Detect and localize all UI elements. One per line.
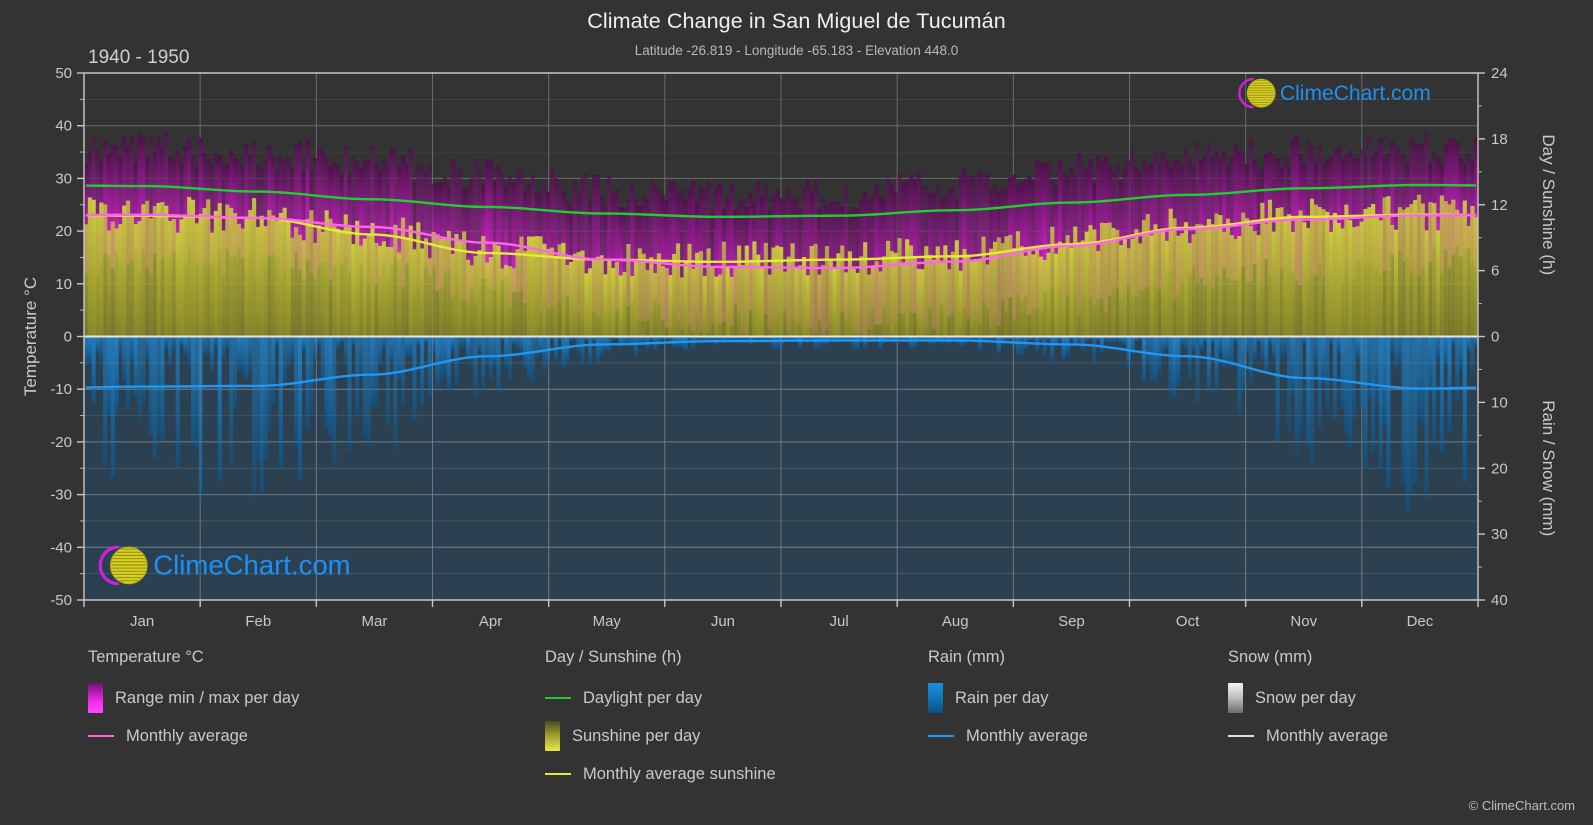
legend-line-icon bbox=[545, 773, 571, 775]
climechart-watermark: ClimeChart.com bbox=[98, 545, 351, 586]
x-axis-tick-jan: Jan bbox=[130, 613, 154, 630]
climechart-watermark: ClimeChart.com bbox=[1238, 77, 1431, 109]
logo-sphere-icon bbox=[109, 546, 148, 585]
legend-line-icon bbox=[88, 735, 114, 737]
legend-item[interactable]: Monthly average bbox=[928, 717, 1218, 755]
legend-column-snow-mm: Snow (mm) Snow per day Monthly average bbox=[1228, 648, 1528, 755]
legend-item-label: Range min / max per day bbox=[115, 688, 300, 707]
x-axis-tick-aug: Aug bbox=[942, 613, 969, 630]
right-bottom-axis-title: Rain / Snow (mm) bbox=[1539, 400, 1558, 536]
sunshine-bars bbox=[84, 194, 1479, 337]
right-bottom-axis-tick: 20 bbox=[1491, 460, 1508, 477]
legend-heading: Snow (mm) bbox=[1228, 648, 1313, 666]
legend-item[interactable]: Monthly average bbox=[88, 717, 528, 755]
sunshine-average-line bbox=[85, 213, 1477, 264]
legend-item-label: Monthly average sunshine bbox=[583, 764, 776, 783]
legend-swatch-icon bbox=[1228, 683, 1243, 713]
rain-bars bbox=[84, 336, 1479, 511]
legend-item[interactable]: Monthly average sunshine bbox=[545, 755, 915, 793]
legend-item[interactable]: Range min / max per day bbox=[88, 679, 528, 717]
axes: 50 40 30 20 10 0 -10 -20 -30 -40 -50 24 18 12 6 0 10 20 30… bbox=[21, 65, 1558, 630]
right-bottom-axis-tick: 40 bbox=[1491, 592, 1508, 609]
right-bottom-axis-tick: 10 bbox=[1491, 394, 1508, 411]
rain-average-line bbox=[85, 339, 1477, 390]
legend-line-icon bbox=[1228, 735, 1254, 737]
legend-heading: Rain (mm) bbox=[928, 648, 1005, 666]
x-axis-tick-may: May bbox=[593, 613, 622, 630]
legend-item-label: Monthly average bbox=[1266, 726, 1388, 745]
left-axis-tick: 40 bbox=[55, 118, 72, 135]
legend-item[interactable]: Sunshine per day bbox=[545, 717, 915, 755]
logo-text: ClimeChart.com bbox=[1280, 82, 1431, 105]
left-axis-tick: -50 bbox=[50, 592, 72, 609]
legend-item[interactable]: Rain per day bbox=[928, 679, 1218, 717]
logo-arc-icon bbox=[1238, 77, 1254, 109]
right-top-axis-tick: 12 bbox=[1491, 197, 1508, 214]
legend-item-label: Snow per day bbox=[1255, 688, 1356, 707]
right-top-axis-tick: 6 bbox=[1491, 263, 1499, 280]
legend-item[interactable]: Snow per day bbox=[1228, 679, 1528, 717]
right-top-axis-title: Day / Sunshine (h) bbox=[1539, 134, 1558, 275]
x-axis-tick-jul: Jul bbox=[829, 613, 848, 630]
climate-chart: 50 40 30 20 10 0 -10 -20 -30 -40 -50 24 18 12 6 0 10 20 30… bbox=[21, 65, 1558, 630]
legend-column-rain-mm: Rain (mm) Rain per day Monthly average bbox=[928, 648, 1218, 755]
period-label: 1940 - 1950 bbox=[88, 47, 190, 68]
legend-heading: Temperature °C bbox=[88, 648, 204, 666]
left-axis-tick: -30 bbox=[50, 487, 72, 504]
legend-item-label: Monthly average bbox=[966, 726, 1088, 745]
legend-swatch-icon bbox=[545, 721, 560, 751]
legend-swatch-icon bbox=[88, 683, 103, 713]
chart-legend: Temperature °C Range min / max per day Mon… bbox=[0, 648, 1593, 798]
logo-text: ClimeChart.com bbox=[153, 550, 350, 581]
left-axis-tick: 50 bbox=[55, 65, 72, 82]
legend-heading: Day / Sunshine (h) bbox=[545, 648, 682, 666]
x-axis-tick-apr: Apr bbox=[479, 613, 502, 630]
x-axis-tick-feb: Feb bbox=[245, 613, 271, 630]
legend-item-label: Rain per day bbox=[955, 688, 1049, 707]
x-axis-tick-jun: Jun bbox=[711, 613, 735, 630]
x-axis-tick-mar: Mar bbox=[361, 613, 387, 630]
page-subtitle: Latitude -26.819 - Longitude -65.183 - E… bbox=[634, 43, 959, 58]
left-axis-tick: 0 bbox=[64, 329, 72, 346]
legend-column-temperature-c: Temperature °C Range min / max per day Mon… bbox=[88, 648, 528, 755]
legend-item[interactable]: Daylight per day bbox=[545, 679, 915, 717]
left-axis-tick: 30 bbox=[55, 170, 72, 187]
temperature-average-line bbox=[85, 213, 1477, 270]
logo-sphere-icon bbox=[1246, 78, 1276, 108]
footer-credit: © ClimeChart.com bbox=[1468, 798, 1575, 813]
legend-swatch-icon bbox=[928, 683, 943, 713]
legend-item[interactable]: Monthly average bbox=[1228, 717, 1528, 755]
left-axis-tick: -40 bbox=[50, 539, 72, 556]
daylight-line bbox=[85, 183, 1477, 219]
page-title: Climate Change in San Miguel de Tucumán bbox=[587, 9, 1006, 33]
legend-line-icon bbox=[545, 697, 571, 699]
right-top-axis-tick: 18 bbox=[1491, 131, 1508, 148]
left-axis-tick: -10 bbox=[50, 381, 72, 398]
logo-arc-icon bbox=[98, 545, 119, 586]
legend-line-icon bbox=[928, 735, 954, 737]
left-axis-title: Temperature °C bbox=[21, 277, 40, 396]
legend-column-day-sunshine-h: Day / Sunshine (h) Daylight per day Sunshi… bbox=[545, 648, 915, 793]
x-axis-tick-nov: Nov bbox=[1290, 613, 1317, 630]
right-bottom-axis-tick: 30 bbox=[1491, 526, 1508, 543]
x-axis-tick-oct: Oct bbox=[1176, 613, 1200, 630]
left-axis-tick: 10 bbox=[55, 276, 72, 293]
right-top-axis-tick: 0 bbox=[1491, 329, 1499, 346]
x-axis-tick-sep: Sep bbox=[1058, 613, 1085, 630]
legend-item-label: Monthly average bbox=[126, 726, 248, 745]
left-axis-tick: 20 bbox=[55, 223, 72, 240]
right-top-axis-tick: 24 bbox=[1491, 65, 1508, 82]
legend-item-label: Daylight per day bbox=[583, 688, 703, 707]
x-axis-tick-dec: Dec bbox=[1407, 613, 1434, 630]
left-axis-tick: -20 bbox=[50, 434, 72, 451]
legend-item-label: Sunshine per day bbox=[572, 726, 701, 745]
